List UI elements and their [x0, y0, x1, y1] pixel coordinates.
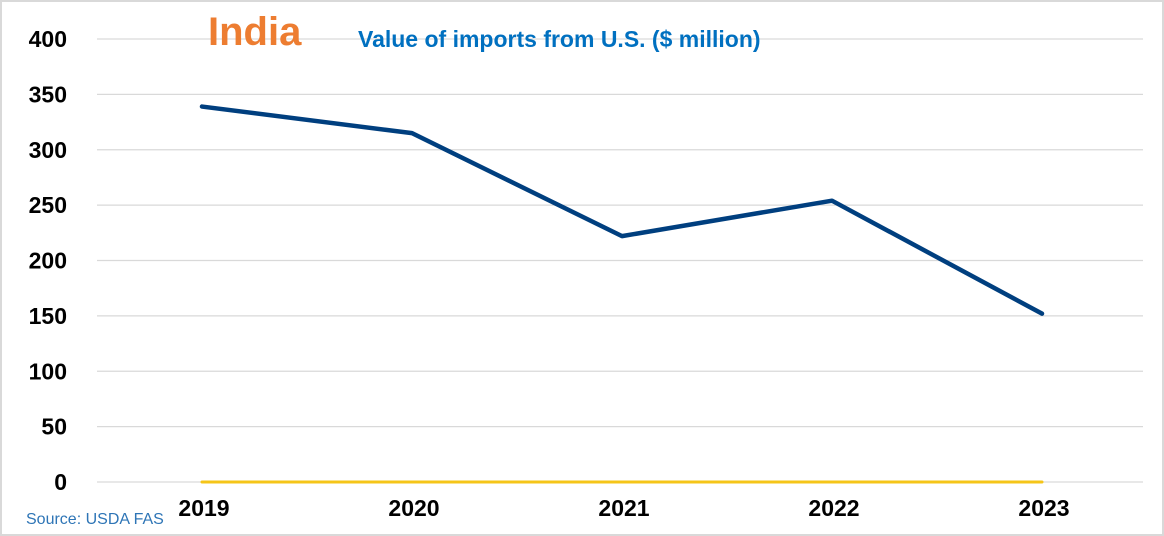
y-tick-label: 300	[29, 137, 67, 163]
chart-subtitle: Value of imports from U.S. ($ million)	[358, 26, 761, 52]
y-tick-label: 400	[29, 26, 67, 52]
series-line	[199, 104, 1045, 316]
x-tick-label: 2021	[598, 495, 649, 521]
x-tick-label: 2022	[808, 495, 859, 521]
y-tick-label: 150	[29, 303, 67, 329]
chart-title: India	[208, 10, 302, 54]
series-lines	[199, 104, 1045, 484]
y-tick-label: 250	[29, 192, 67, 218]
x-tick-label: 2019	[178, 495, 229, 521]
gridlines	[97, 38, 1143, 483]
y-tick-label: 200	[29, 248, 67, 274]
x-axis-ticks: 2019 2020 2021 2022 2023	[178, 495, 1069, 521]
source-note: Source: USDA FAS	[26, 511, 164, 528]
x-tick-label: 2020	[388, 495, 439, 521]
x-tick-label: 2023	[1018, 495, 1069, 521]
y-tick-label: 0	[54, 469, 67, 495]
y-tick-label: 350	[29, 81, 67, 107]
y-tick-label: 100	[29, 358, 67, 384]
y-tick-label: 50	[41, 414, 67, 440]
y-axis-ticks: 0 50 100 150 200 250 300 350 400	[29, 26, 67, 495]
